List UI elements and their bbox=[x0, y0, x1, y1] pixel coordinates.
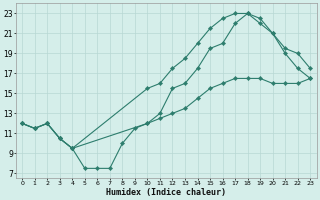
X-axis label: Humidex (Indice chaleur): Humidex (Indice chaleur) bbox=[106, 188, 226, 197]
